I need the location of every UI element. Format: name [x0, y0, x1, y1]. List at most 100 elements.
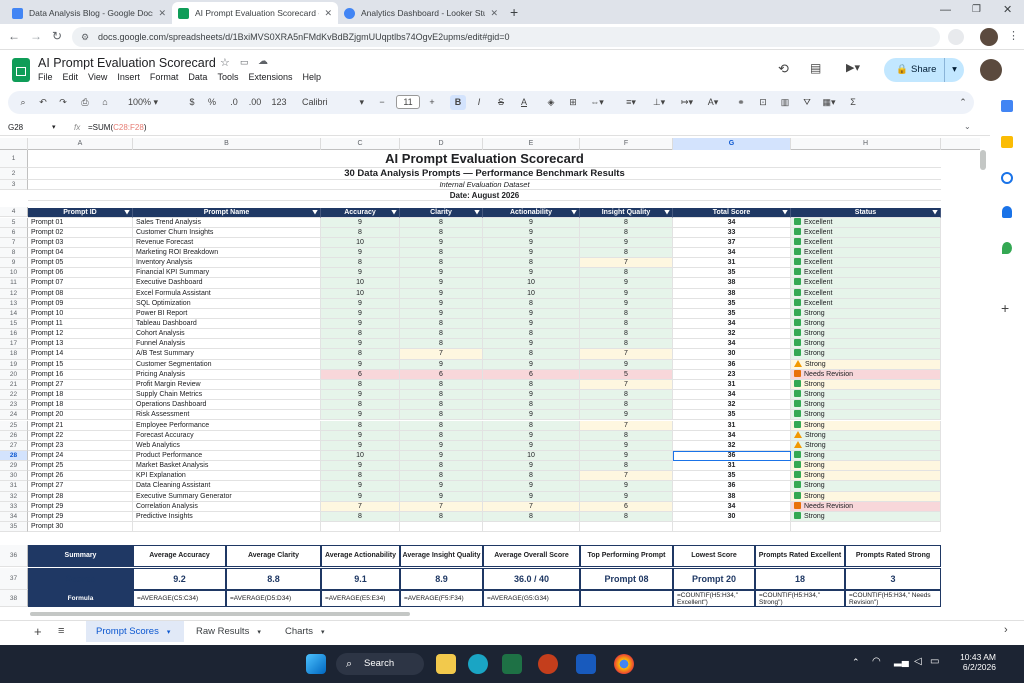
table-cell[interactable]: A/B Test Summary [133, 349, 321, 360]
table-cell[interactable]: 10 [321, 278, 400, 289]
name-box-dropdown-icon[interactable]: ▾ [52, 124, 56, 131]
scores-cell[interactable]: 9.2 [133, 568, 226, 590]
print-icon[interactable]: ⎙ [81, 97, 89, 107]
table-cell[interactable]: Prompt 02 [28, 227, 133, 238]
table-cell[interactable]: SQL Optimization [133, 298, 321, 309]
table-cell[interactable]: 9 [321, 430, 400, 441]
table-cell[interactable] [133, 522, 321, 533]
table-cell[interactable]: 7 [400, 349, 483, 360]
summary-cell[interactable]: Average Clarity [226, 545, 321, 567]
table-cell[interactable]: 9 [580, 410, 673, 421]
table-cell[interactable]: Predictive Insights [133, 511, 321, 522]
table-cell[interactable]: 34 [673, 247, 791, 259]
keep-icon[interactable] [1001, 136, 1013, 148]
table-cell[interactable]: 9 [483, 247, 580, 259]
table-cell[interactable]: 8 [580, 268, 673, 279]
add-sheet-button[interactable]: + [34, 624, 42, 639]
close-icon[interactable]: ✕ [324, 7, 332, 18]
table-cell[interactable]: 8 [580, 319, 673, 330]
filter-dropdown-icon[interactable] [571, 209, 577, 215]
table-cell[interactable]: Prompt 26 [28, 471, 133, 482]
volume-icon[interactable]: ◁ [914, 656, 922, 667]
table-cell[interactable]: 9 [321, 491, 400, 502]
table-cell[interactable]: 9 [483, 440, 580, 451]
taskbar-search[interactable]: ⌕ Search [336, 653, 424, 675]
chrome-icon[interactable] [614, 654, 634, 674]
status-cell[interactable]: Needs Revision [791, 501, 941, 512]
row-header[interactable]: 2 [0, 168, 28, 180]
table-cell[interactable]: Marketing ROI Breakdown [133, 247, 321, 259]
scores-cell[interactable]: 8.9 [400, 568, 483, 590]
table-cell[interactable]: 32 [673, 400, 791, 411]
status-cell[interactable]: Strong [791, 450, 941, 462]
close-icon[interactable]: ✕ [490, 7, 498, 18]
table-cell[interactable]: 9 [483, 390, 580, 401]
table-cell[interactable]: Pricing Analysis [133, 369, 321, 380]
table-cell[interactable]: 9 [483, 491, 580, 502]
table-cell[interactable]: 9 [483, 268, 580, 279]
table-cell[interactable]: Prompt 29 [28, 501, 133, 512]
insert-chart-icon[interactable]: ▥ [780, 97, 790, 107]
select-all-corner[interactable] [0, 138, 28, 150]
table-cell[interactable]: 9 [400, 450, 483, 462]
table-cell[interactable]: 10 [483, 278, 580, 289]
table-cell[interactable]: Prompt 18 [28, 400, 133, 411]
table-cell[interactable]: 8 [483, 329, 580, 340]
table-cell[interactable]: 35 [673, 298, 791, 309]
vertical-scrollbar[interactable] [980, 150, 986, 170]
table-cell[interactable]: 36 [673, 450, 791, 462]
table-cell[interactable]: 9 [483, 461, 580, 472]
table-cell[interactable]: 8 [580, 390, 673, 401]
status-cell[interactable]: Strong [791, 329, 941, 340]
table-cell[interactable]: Prompt 27 [28, 481, 133, 492]
row-header[interactable]: 37 [0, 568, 28, 590]
row-header[interactable]: 28 [0, 450, 28, 462]
table-cell[interactable]: 8 [321, 329, 400, 340]
table-cell[interactable]: 9 [400, 298, 483, 309]
header-actionability[interactable]: Actionability [483, 207, 580, 218]
all-sheets-icon[interactable]: ≡ [58, 625, 65, 637]
table-cell[interactable]: 8 [400, 329, 483, 340]
table-cell[interactable]: 8 [400, 471, 483, 482]
table-cell[interactable]: 9 [321, 461, 400, 472]
table-cell[interactable]: 8 [321, 258, 400, 269]
table-cell[interactable]: 9 [580, 481, 673, 492]
table-cell[interactable]: 9 [400, 481, 483, 492]
merge-cells-icon[interactable]: ⇔▾ [590, 97, 604, 107]
table-cell[interactable]: 8 [580, 227, 673, 238]
table-cell[interactable]: Prompt 06 [28, 268, 133, 279]
table-cell[interactable]: 10 [321, 237, 400, 248]
table-cell[interactable]: 9 [321, 359, 400, 370]
filter-views-icon[interactable]: ▦▾ [822, 97, 836, 107]
table-cell[interactable]: 33 [673, 227, 791, 238]
table-cell[interactable]: 8 [483, 511, 580, 522]
share-dropdown-icon[interactable]: ▾ [944, 58, 964, 82]
table-cell[interactable]: 6 [400, 369, 483, 380]
table-cell[interactable]: 9 [321, 410, 400, 421]
status-cell[interactable]: Excellent [791, 217, 941, 228]
table-cell[interactable]: 8 [400, 217, 483, 228]
table-cell[interactable]: Prompt 16 [28, 369, 133, 380]
status-cell[interactable]: Excellent [791, 268, 941, 279]
table-cell[interactable]: 31 [673, 379, 791, 391]
star-icon[interactable]: ☆ [220, 57, 230, 69]
table-cell[interactable]: 34 [673, 390, 791, 401]
table-cell[interactable]: 9 [321, 339, 400, 350]
row-header[interactable]: 24 [0, 410, 28, 421]
signal-icon[interactable]: ▂▄ [894, 656, 909, 667]
share-button[interactable]: 🔒 Share ▾ [884, 58, 964, 82]
status-cell[interactable]: Strong [791, 481, 941, 492]
table-cell[interactable]: 9 [321, 247, 400, 259]
status-cell[interactable]: Strong [791, 440, 941, 451]
maximize-icon[interactable]: ❐ [972, 4, 981, 15]
table-cell[interactable]: Inventory Analysis [133, 258, 321, 269]
table-cell[interactable]: 6 [580, 501, 673, 512]
table-cell[interactable]: Customer Segmentation [133, 359, 321, 370]
align-horizontal-icon[interactable]: ≡▾ [626, 97, 636, 107]
excel-icon[interactable] [502, 654, 522, 674]
summary-cell[interactable]: Top Performing Prompt [580, 545, 673, 567]
table-cell[interactable]: 36 [673, 359, 791, 370]
scores-cell[interactable]: 8.8 [226, 568, 321, 590]
table-cell[interactable]: Cohort Analysis [133, 329, 321, 340]
table-cell[interactable]: Prompt 09 [28, 298, 133, 309]
